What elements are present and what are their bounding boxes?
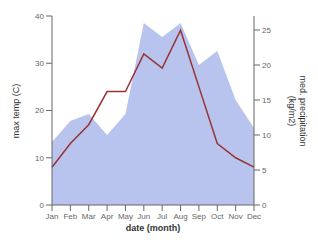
svg-text:40: 40 bbox=[35, 12, 44, 21]
svg-text:Mar: Mar bbox=[82, 212, 96, 221]
svg-text:30: 30 bbox=[35, 59, 44, 68]
svg-text:Sep: Sep bbox=[192, 212, 207, 221]
svg-text:0: 0 bbox=[40, 201, 45, 210]
svg-text:Jan: Jan bbox=[46, 212, 59, 221]
html-text:med. precipitation (kg/m2): med. precipitation (kg/m2) bbox=[287, 75, 308, 146]
svg-text:10: 10 bbox=[35, 154, 44, 163]
svg-text:Feb: Feb bbox=[63, 212, 77, 221]
svg-text:Oct: Oct bbox=[211, 212, 224, 221]
svg-text:15: 15 bbox=[262, 96, 271, 105]
html-text:max temp (C): max temp (C) bbox=[11, 83, 21, 138]
svg-text:Nov: Nov bbox=[229, 212, 243, 221]
svg-text:5: 5 bbox=[262, 166, 267, 175]
svg-text:Aug: Aug bbox=[173, 212, 187, 221]
svg-text:20: 20 bbox=[262, 61, 271, 70]
svg-text:Jun: Jun bbox=[137, 212, 150, 221]
svg-text:0: 0 bbox=[262, 201, 267, 210]
svg-text:20: 20 bbox=[35, 106, 44, 115]
svg-text:Jul: Jul bbox=[157, 212, 167, 221]
svg-text:May: May bbox=[118, 212, 133, 221]
svg-text:10: 10 bbox=[262, 131, 271, 140]
svg-text:Dec: Dec bbox=[247, 212, 261, 221]
svg-text:Apr: Apr bbox=[101, 212, 114, 221]
svg-text:25: 25 bbox=[262, 26, 271, 35]
html-text:date (month): date (month) bbox=[125, 223, 181, 233]
